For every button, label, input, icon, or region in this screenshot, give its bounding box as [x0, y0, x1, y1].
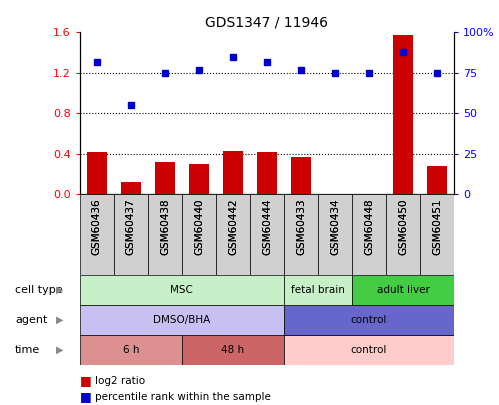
Text: GSM60434: GSM60434 — [330, 198, 340, 255]
Text: log2 ratio: log2 ratio — [95, 376, 145, 386]
Text: cell type: cell type — [15, 285, 62, 295]
Text: GSM60444: GSM60444 — [262, 198, 272, 255]
Text: GSM60451: GSM60451 — [432, 198, 442, 255]
Text: GSM60444: GSM60444 — [262, 198, 272, 255]
Text: control: control — [351, 345, 387, 355]
Text: ■: ■ — [80, 374, 92, 387]
Text: GSM60436: GSM60436 — [92, 198, 102, 255]
Bar — [352, 275, 454, 305]
Bar — [189, 164, 209, 194]
Text: GSM60438: GSM60438 — [160, 198, 170, 255]
Bar — [216, 194, 250, 275]
Bar — [291, 157, 311, 194]
Text: GSM60450: GSM60450 — [398, 198, 408, 255]
Text: GSM60440: GSM60440 — [194, 198, 204, 255]
Text: ■: ■ — [80, 390, 92, 403]
Text: GSM60433: GSM60433 — [296, 198, 306, 255]
Bar — [318, 194, 352, 275]
Text: time: time — [15, 345, 40, 355]
Text: GSM60437: GSM60437 — [126, 198, 136, 255]
Text: GSM60433: GSM60433 — [296, 198, 306, 255]
Bar — [420, 194, 454, 275]
Bar — [250, 194, 284, 275]
Bar — [352, 194, 386, 275]
Text: GSM60448: GSM60448 — [364, 198, 374, 255]
Text: adult liver: adult liver — [377, 285, 430, 295]
Text: GSM60448: GSM60448 — [364, 198, 374, 255]
Text: DMSO/BHA: DMSO/BHA — [153, 315, 211, 325]
Bar — [121, 182, 141, 194]
Bar — [284, 335, 454, 364]
Bar — [284, 305, 454, 335]
Bar — [80, 194, 114, 275]
Bar — [223, 151, 243, 194]
Text: GSM60442: GSM60442 — [228, 198, 238, 255]
Text: 48 h: 48 h — [222, 345, 245, 355]
Text: percentile rank within the sample: percentile rank within the sample — [95, 392, 270, 402]
Text: 6 h: 6 h — [123, 345, 139, 355]
Bar — [80, 305, 284, 335]
Text: GSM60440: GSM60440 — [194, 198, 204, 255]
Bar — [114, 194, 148, 275]
Title: GDS1347 / 11946: GDS1347 / 11946 — [206, 16, 328, 30]
Bar — [87, 152, 107, 194]
Text: GSM60437: GSM60437 — [126, 198, 136, 255]
Text: GSM60451: GSM60451 — [432, 198, 442, 255]
Text: ▶: ▶ — [56, 285, 64, 295]
Bar — [155, 162, 175, 194]
Bar — [393, 36, 413, 194]
Bar — [284, 194, 318, 275]
Text: ▶: ▶ — [56, 345, 64, 355]
Bar — [148, 194, 182, 275]
Text: GSM60434: GSM60434 — [330, 198, 340, 255]
Text: GSM60442: GSM60442 — [228, 198, 238, 255]
Text: fetal brain: fetal brain — [291, 285, 345, 295]
Bar — [80, 335, 182, 364]
Text: ▶: ▶ — [56, 315, 64, 325]
Bar — [284, 275, 352, 305]
Text: GSM60438: GSM60438 — [160, 198, 170, 255]
Text: agent: agent — [15, 315, 47, 325]
Text: MSC: MSC — [171, 285, 193, 295]
Text: GSM60450: GSM60450 — [398, 198, 408, 255]
Bar — [182, 335, 284, 364]
Bar — [427, 166, 447, 194]
Bar — [182, 194, 216, 275]
Text: GSM60436: GSM60436 — [92, 198, 102, 255]
Bar — [386, 194, 420, 275]
Bar — [257, 152, 277, 194]
Text: control: control — [351, 315, 387, 325]
Bar — [80, 275, 284, 305]
